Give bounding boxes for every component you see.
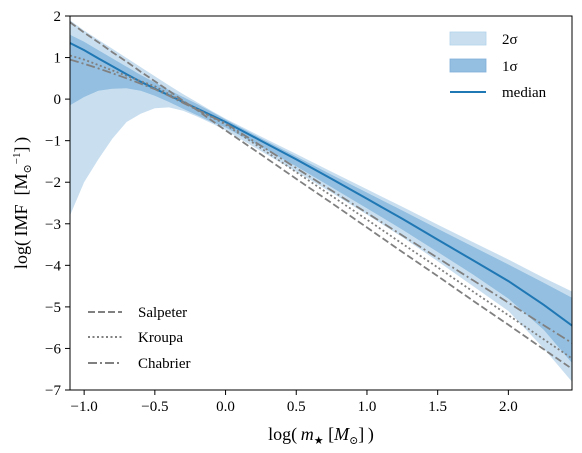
legend-2sigma-swatch xyxy=(449,31,487,46)
legend-salpeter-label: Salpeter xyxy=(138,305,187,321)
y-tick-label: −4 xyxy=(45,258,61,274)
y-tick-label: −3 xyxy=(45,217,61,233)
x-tick-label: 0.5 xyxy=(287,399,306,415)
band-1sigma xyxy=(70,34,572,363)
series-line-chabrier xyxy=(70,58,572,344)
legend-1sigma-label: 1σ xyxy=(502,59,518,75)
x-tick-label: −1.0 xyxy=(71,399,98,415)
axis-ticks: −1.0 −0.5 0.0 0.5 1.0 1.5 2.0 −7 −6 −5 −4 −3 −2 −1 0 1 2 xyxy=(45,9,518,415)
legend-chabrier-label: Chabrier xyxy=(138,356,190,372)
legend-2sigma-label: 2σ xyxy=(502,32,518,48)
legend-uncertainty: 2σ 1σ median xyxy=(449,31,547,101)
y-tick-label: −2 xyxy=(45,175,61,191)
legend-reference-imfs: Salpeter Kroupa Chabrier xyxy=(88,305,190,372)
x-tick-label: 0.0 xyxy=(216,399,235,415)
y-axis-title: log( IMF [M⊙−1] ) xyxy=(11,137,34,269)
x-tick-label: 2.0 xyxy=(499,399,518,415)
legend-kroupa-label: Kroupa xyxy=(138,330,183,346)
y-tick-label: 0 xyxy=(54,92,62,108)
plot-frame xyxy=(69,15,573,391)
x-tick-label: −0.5 xyxy=(141,399,168,415)
y-tick-label: −1 xyxy=(45,134,61,150)
x-tick-label: 1.5 xyxy=(428,399,447,415)
y-tick-label: −5 xyxy=(45,300,61,316)
plot-area xyxy=(70,20,572,382)
x-axis-title: log( m★ [M⊙] ) xyxy=(268,424,374,447)
y-tick-label: 1 xyxy=(54,51,62,67)
series-line-median xyxy=(70,42,572,327)
legend-median-label: median xyxy=(502,85,547,101)
y-tick-label: −6 xyxy=(45,341,61,357)
y-tick-label: 2 xyxy=(54,9,62,25)
x-tick-label: 1.0 xyxy=(358,399,377,415)
y-tick-label: −7 xyxy=(45,383,61,399)
series-line-salpeter xyxy=(70,21,572,370)
legend-1sigma-swatch xyxy=(449,58,487,73)
